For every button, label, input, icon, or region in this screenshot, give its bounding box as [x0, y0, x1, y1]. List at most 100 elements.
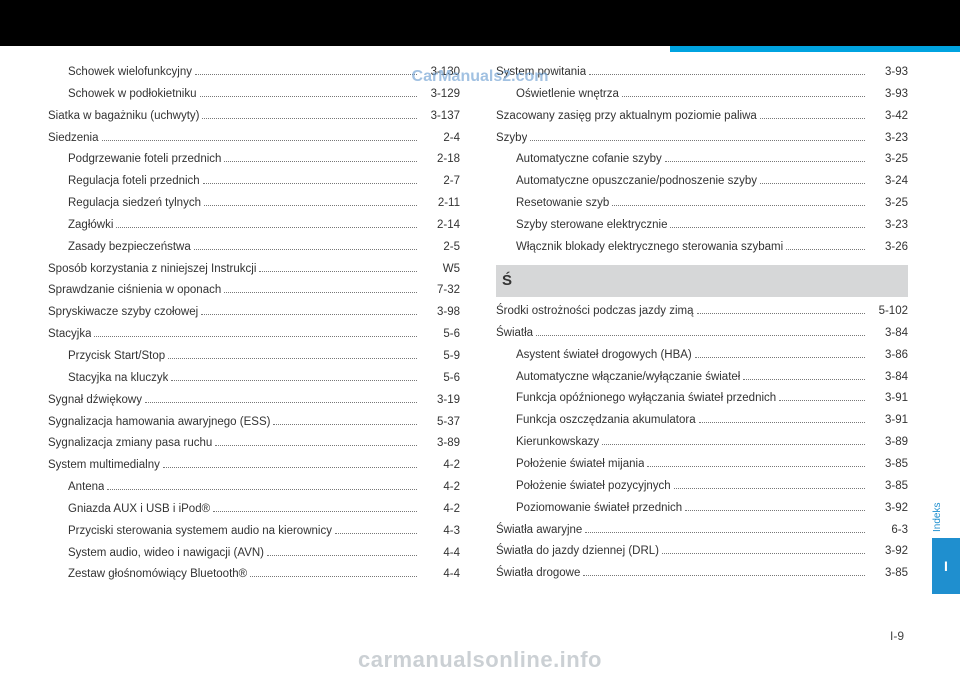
entry-dots — [530, 131, 865, 140]
entry-dots — [224, 284, 417, 293]
index-entry: Zagłówki2-14 — [48, 215, 460, 237]
entry-label: Kierunkowskazy — [516, 432, 599, 454]
index-entry: Asystent świateł drogowych (HBA)3-86 — [496, 345, 908, 367]
entry-dots — [760, 110, 865, 119]
entry-label: Automatyczne opuszczanie/podnoszenie szy… — [516, 171, 757, 193]
entry-label: System multimedialny — [48, 455, 160, 477]
entry-label: Zestaw głośnomówiący Bluetooth® — [68, 564, 247, 586]
entry-page: 3-86 — [868, 345, 908, 367]
entry-page: 3-130 — [420, 62, 460, 84]
index-entry: Środki ostrożności podczas jazdy zimą5-1… — [496, 301, 908, 323]
entry-dots — [335, 525, 417, 534]
index-entry: Antena4-2 — [48, 477, 460, 499]
entry-page: 4-4 — [420, 543, 460, 565]
index-entry: Położenie świateł mijania3-85 — [496, 454, 908, 476]
entry-page: 7-32 — [420, 280, 460, 302]
entry-label: System powitania — [496, 62, 586, 84]
entry-dots — [200, 88, 418, 97]
index-entry: Przycisk Start/Stop5-9 — [48, 346, 460, 368]
entry-page: 6-3 — [868, 520, 908, 542]
entry-label: Schowek wielofunkcyjny — [68, 62, 192, 84]
index-entry: Automatyczne cofanie szyby3-25 — [496, 149, 908, 171]
entry-page: 3-25 — [868, 149, 908, 171]
entry-label: Oświetlenie wnętrza — [516, 84, 619, 106]
entry-page: 2-11 — [420, 193, 460, 215]
entry-dots — [622, 88, 865, 97]
side-tab-letter: I — [932, 538, 960, 594]
entry-dots — [585, 523, 865, 532]
entry-dots — [171, 372, 417, 381]
entry-dots — [267, 546, 417, 555]
entry-page: 4-2 — [420, 499, 460, 521]
index-entry: System audio, wideo i nawigacji (AVN)4-4 — [48, 543, 460, 565]
entry-dots — [195, 66, 417, 75]
entry-page: 3-23 — [868, 128, 908, 150]
entry-label: Stacyjka na kluczyk — [68, 368, 168, 390]
page-number: I-9 — [890, 629, 904, 643]
entry-label: Położenie świateł pozycyjnych — [516, 476, 671, 498]
entry-page: 3-92 — [868, 498, 908, 520]
index-entry: Sygnał dźwiękowy3-19 — [48, 390, 460, 412]
entry-page: 3-85 — [868, 454, 908, 476]
entry-page: 3-85 — [868, 476, 908, 498]
entry-dots — [647, 458, 865, 467]
entry-page: 3-89 — [420, 433, 460, 455]
entry-label: Sygnał dźwiękowy — [48, 390, 142, 412]
entry-dots — [674, 480, 865, 489]
index-entry: Światła do jazdy dziennej (DRL)3-92 — [496, 541, 908, 563]
index-entry: Sygnalizacja hamowania awaryjnego (ESS)5… — [48, 412, 460, 434]
entry-dots — [670, 219, 865, 228]
entry-page: 5-37 — [420, 412, 460, 434]
entry-label: Schowek w podłokietniku — [68, 84, 197, 106]
index-entry: Włącznik blokady elektrycznego sterowani… — [496, 237, 908, 259]
entry-page: 3-137 — [420, 106, 460, 128]
entry-page: 3-84 — [868, 367, 908, 389]
entry-page: 2-4 — [420, 128, 460, 150]
entry-dots — [250, 568, 417, 577]
entry-dots — [259, 262, 417, 271]
entry-dots — [194, 241, 417, 250]
entry-label: Regulacja siedzeń tylnych — [68, 193, 201, 215]
entry-label: Funkcja oszczędzania akumulatora — [516, 410, 696, 432]
entry-dots — [204, 197, 417, 206]
entry-label: Szyby — [496, 128, 527, 150]
entry-label: Funkcja opóźnionego wyłączania świateł p… — [516, 388, 776, 410]
index-entry: Regulacja foteli przednich2-7 — [48, 171, 460, 193]
index-entry: Zasady bezpieczeństwa2-5 — [48, 237, 460, 259]
top-accent-bar — [670, 46, 960, 52]
right-column: System powitania 3-93 Oświetlenie wnętrza 3… — [496, 62, 908, 642]
index-entry: Sprawdzanie ciśnienia w oponach7-32 — [48, 280, 460, 302]
index-entry: Szyby sterowane elektrycznie3-23 — [496, 215, 908, 237]
entry-dots — [779, 392, 865, 401]
entry-dots — [215, 437, 417, 446]
entry-label: Regulacja foteli przednich — [68, 171, 200, 193]
entry-page: 4-2 — [420, 477, 460, 499]
entry-label: Przyciski sterowania systemem audio na k… — [68, 521, 332, 543]
entry-page: 4-4 — [420, 564, 460, 586]
index-entry: Podgrzewanie foteli przednich2-18 — [48, 149, 460, 171]
entry-page: 3-93 — [868, 62, 908, 84]
entry-page: 3-26 — [868, 237, 908, 259]
entry-dots — [213, 503, 417, 512]
entry-page: 3-129 — [420, 84, 460, 106]
entry-dots — [203, 175, 417, 184]
entry-dots — [168, 350, 417, 359]
entry-label: Siedzenia — [48, 128, 99, 150]
index-entry: Światła3-84 — [496, 323, 908, 345]
index-entry: Sygnalizacja zmiany pasa ruchu3-89 — [48, 433, 460, 455]
index-entry: Przyciski sterowania systemem audio na k… — [48, 521, 460, 543]
entry-page: 2-5 — [420, 237, 460, 259]
entry-dots — [536, 327, 865, 336]
entry-label: Włącznik blokady elektrycznego sterowani… — [516, 237, 783, 259]
index-entry: Siatka w bagażniku (uchwyty)3-137 — [48, 106, 460, 128]
index-entry: Gniazda AUX i USB i iPod® 4-2 — [48, 499, 460, 521]
side-tab-label: Indeks — [932, 500, 960, 538]
entry-page: 3-91 — [868, 410, 908, 432]
entry-label: Automatyczne włączanie/wyłączanie świate… — [516, 367, 740, 389]
index-entry: Sposób korzystania z niniejszej Instrukc… — [48, 259, 460, 281]
index-entry: Światła drogowe3-85 — [496, 563, 908, 585]
entry-dots — [662, 545, 865, 554]
entry-label: Gniazda AUX i USB i iPod® — [68, 499, 210, 521]
entry-dots — [665, 153, 865, 162]
entry-dots — [116, 219, 417, 228]
